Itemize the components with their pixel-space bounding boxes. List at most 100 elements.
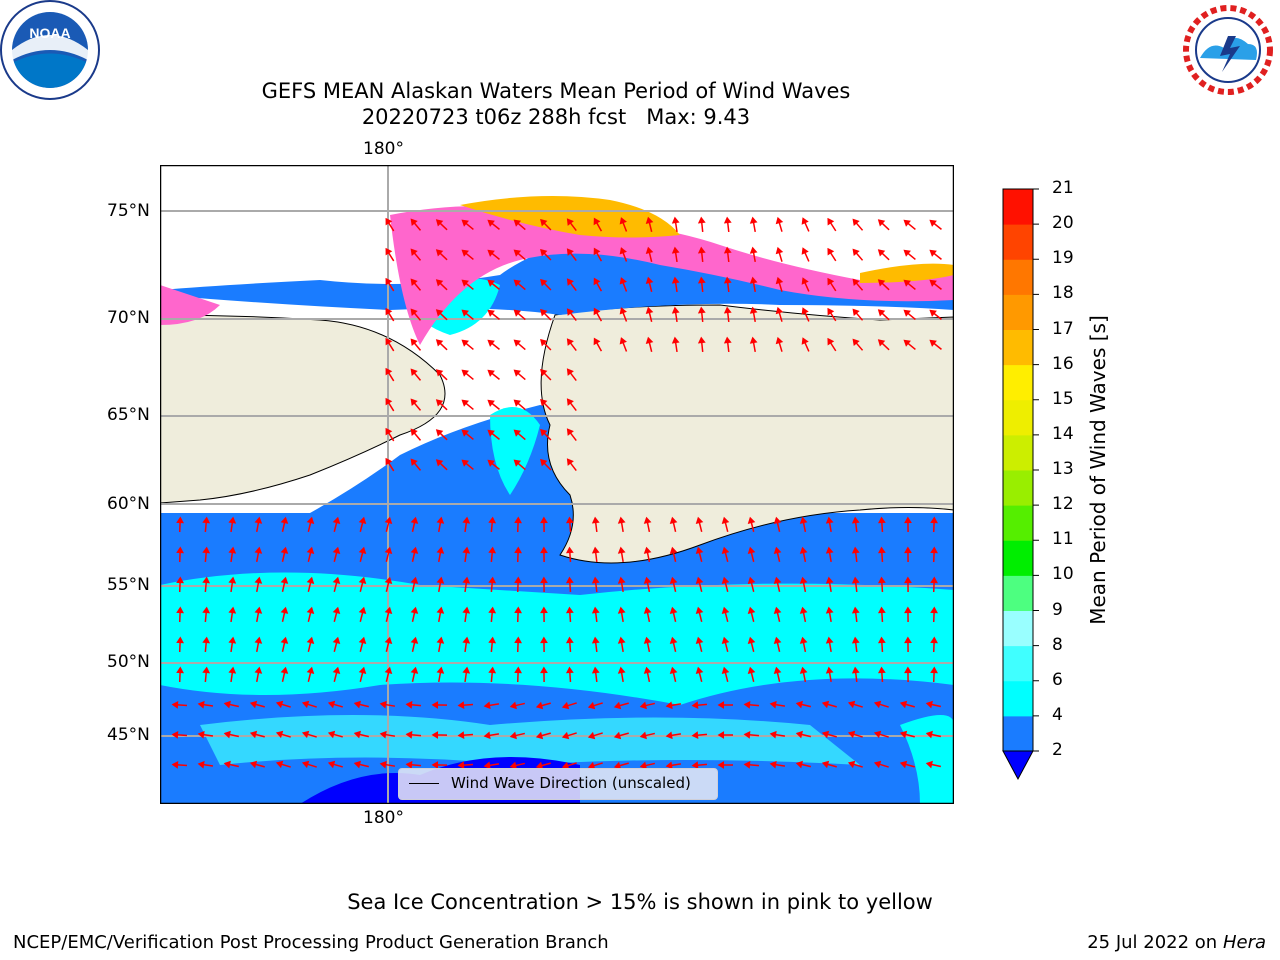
wind-arrow-head xyxy=(645,306,654,315)
wind-arrow-head xyxy=(619,277,627,285)
wind-arrow-head xyxy=(249,700,258,709)
wind-arrow-head xyxy=(645,336,654,345)
wind-arrow-head xyxy=(743,700,751,709)
ocean-wave-zone xyxy=(160,572,954,705)
wind-arrow-head xyxy=(385,367,393,376)
wind-arrow-head xyxy=(929,279,937,287)
wind-arrow-head xyxy=(171,730,179,739)
wind-arrow-head xyxy=(228,606,237,614)
wind-arrow-head xyxy=(801,247,809,255)
colorbar-tick-label: 9 xyxy=(1052,599,1063,620)
wind-arrow-head xyxy=(223,700,231,709)
wind-arrow-head xyxy=(645,246,654,255)
wind-arrow-head xyxy=(721,666,730,675)
wind-arrow-head xyxy=(202,666,211,674)
wind-arrow-head xyxy=(566,218,574,226)
colorbar-tick-label: 11 xyxy=(1052,529,1074,550)
wind-arrow-head xyxy=(721,546,730,555)
colorbar xyxy=(1002,188,1039,781)
wind-arrow-head xyxy=(513,309,522,317)
wind-arrow-head xyxy=(566,398,574,406)
wind-arrow-head xyxy=(827,277,835,286)
lat-label: 65°N xyxy=(107,405,150,425)
wind-arrow-head xyxy=(773,546,782,554)
wind-arrow-head xyxy=(280,636,289,644)
wind-arrow-head xyxy=(904,516,912,524)
colorbar-tick-label: 17 xyxy=(1052,318,1074,339)
wind-arrow-head xyxy=(801,307,809,315)
wind-arrow-head xyxy=(176,576,184,584)
wind-arrow-head xyxy=(514,576,522,584)
wind-arrow-head xyxy=(721,636,730,645)
footer-date: 25 Jul 2022 on Hera xyxy=(1087,932,1266,953)
wind-arrow-head xyxy=(431,761,439,769)
wind-arrow-head xyxy=(665,761,673,770)
wind-arrow-head xyxy=(930,636,938,644)
wind-arrow-head xyxy=(613,701,622,710)
wind-arrow-head xyxy=(540,458,548,467)
wind-arrow-head xyxy=(930,666,938,674)
wind-arrow-head xyxy=(591,516,600,524)
wind-arrow-head xyxy=(514,546,522,554)
wind-arrow-head xyxy=(717,731,725,739)
lat-label: 55°N xyxy=(107,575,150,595)
wind-arrow-head xyxy=(827,337,835,346)
colorbar-swatch xyxy=(1003,329,1033,366)
wind-arrow-head xyxy=(749,246,758,254)
wind-arrow-head xyxy=(695,576,704,585)
wind-arrow-head xyxy=(566,338,574,346)
wind-arrow-head xyxy=(228,636,237,644)
wind-arrow-head xyxy=(540,248,548,257)
wind-arrow-head xyxy=(435,339,444,347)
colorbar-tick-label: 6 xyxy=(1052,669,1063,690)
wind-arrow-head xyxy=(487,249,495,257)
wind-arrow-head xyxy=(847,730,856,739)
wind-arrow-head xyxy=(513,429,522,437)
wind-arrow-head xyxy=(643,516,652,524)
wind-arrow-head xyxy=(671,216,680,224)
footer-date-text: 25 Jul 2022 on xyxy=(1087,932,1218,953)
wind-arrow-head xyxy=(695,516,704,525)
sea-ice-note: Sea Ice Concentration > 15% is shown in … xyxy=(347,890,933,914)
wind-arrow-head xyxy=(461,399,469,407)
wind-arrow-head xyxy=(877,576,886,584)
wind-arrow-head xyxy=(825,516,834,524)
wind-arrow-head xyxy=(385,277,393,286)
colorbar-swatch xyxy=(1003,294,1033,330)
wind-arrow-head xyxy=(436,576,445,584)
wind-arrow-head xyxy=(358,666,367,675)
wind-arrow-head xyxy=(669,546,678,554)
wind-arrow-head xyxy=(852,308,860,317)
wind-arrow-head xyxy=(513,459,522,467)
wind-arrow-head xyxy=(617,576,626,584)
wind-arrow-head xyxy=(327,760,336,769)
colorbar-tick-label: 21 xyxy=(1052,178,1074,198)
wind-arrow-head xyxy=(799,576,808,584)
wind-arrow-head xyxy=(462,666,471,674)
wind-arrow-head xyxy=(202,576,211,584)
wind-arrow-head xyxy=(925,760,933,769)
wind-arrow-head xyxy=(643,576,652,584)
wind-arrow-head xyxy=(410,546,419,554)
wind-arrow-head xyxy=(593,277,601,286)
lat-label: 60°N xyxy=(107,494,150,514)
wind-arrow-head xyxy=(930,516,938,524)
wind-arrow-head xyxy=(171,700,179,709)
wind-arrow-head xyxy=(410,218,418,226)
wind-arrow-head xyxy=(775,246,784,255)
wind-arrow-head xyxy=(929,219,937,227)
wind-arrow-head xyxy=(385,337,393,346)
wind-arrow-head xyxy=(930,606,938,614)
svg-text:NOAA: NOAA xyxy=(29,25,70,41)
wind-arrow-head xyxy=(565,546,574,554)
wind-arrow-head xyxy=(306,576,315,585)
wind-arrow-head xyxy=(697,216,706,224)
wind-arrow-head xyxy=(639,731,647,740)
wind-arrow-head xyxy=(461,309,469,317)
wind-arrow-head xyxy=(669,516,678,524)
wind-arrow-head xyxy=(697,306,706,314)
wind-arrow-head xyxy=(254,516,263,524)
wind-arrow-head xyxy=(488,516,497,524)
wind-arrow-head xyxy=(535,701,544,710)
wind-arrow-head xyxy=(695,666,704,675)
